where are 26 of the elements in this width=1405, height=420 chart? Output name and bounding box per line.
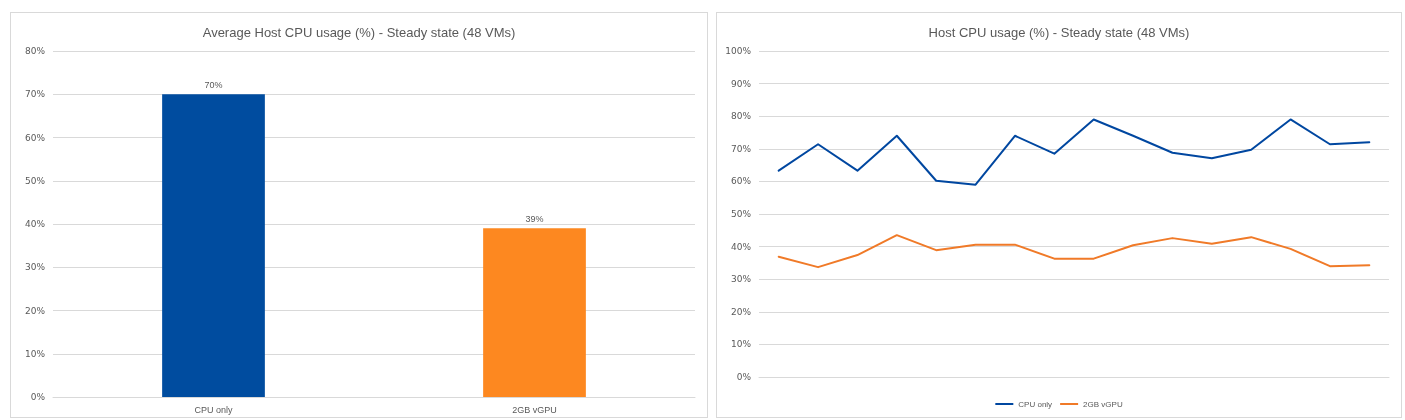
y-tick-label: 0% (736, 372, 752, 382)
y-tick-label: 90% (730, 78, 752, 89)
y-tick-label: 40% (24, 219, 46, 229)
y-tick-label: 70% (730, 143, 752, 154)
data-label: 70% (204, 79, 223, 90)
y-tick-label: 50% (24, 175, 46, 186)
y-tick-label: 60% (24, 132, 46, 143)
y-tick-label: 70% (24, 89, 46, 100)
y-tick-label: 10% (730, 339, 752, 350)
data-label: 39% (525, 213, 544, 224)
y-tick-label: 30% (730, 274, 752, 285)
y-tick-label: 20% (24, 305, 46, 316)
line-series (777, 234, 1371, 269)
y-tick-label: 30% (24, 262, 46, 273)
y-tick-label: 50% (730, 209, 752, 219)
line-series (777, 118, 1371, 186)
chart-title: Average Host CPU usage (%) - Steady state (48 VMs) (202, 25, 516, 40)
y-tick-label: 80% (730, 111, 752, 122)
y-tick-label: 100% (725, 46, 752, 56)
y-tick-label: 40% (730, 241, 752, 252)
y-tick-label: 80% (24, 46, 46, 56)
y-tick-label: 20% (730, 306, 752, 317)
chart-title: Host CPU usage (%) - Steady state (48 VMs) (928, 25, 1190, 40)
y-tick-label: 10% (24, 348, 46, 359)
y-tick-label: 60% (730, 176, 752, 187)
y-tick-label: 0% (30, 392, 46, 402)
